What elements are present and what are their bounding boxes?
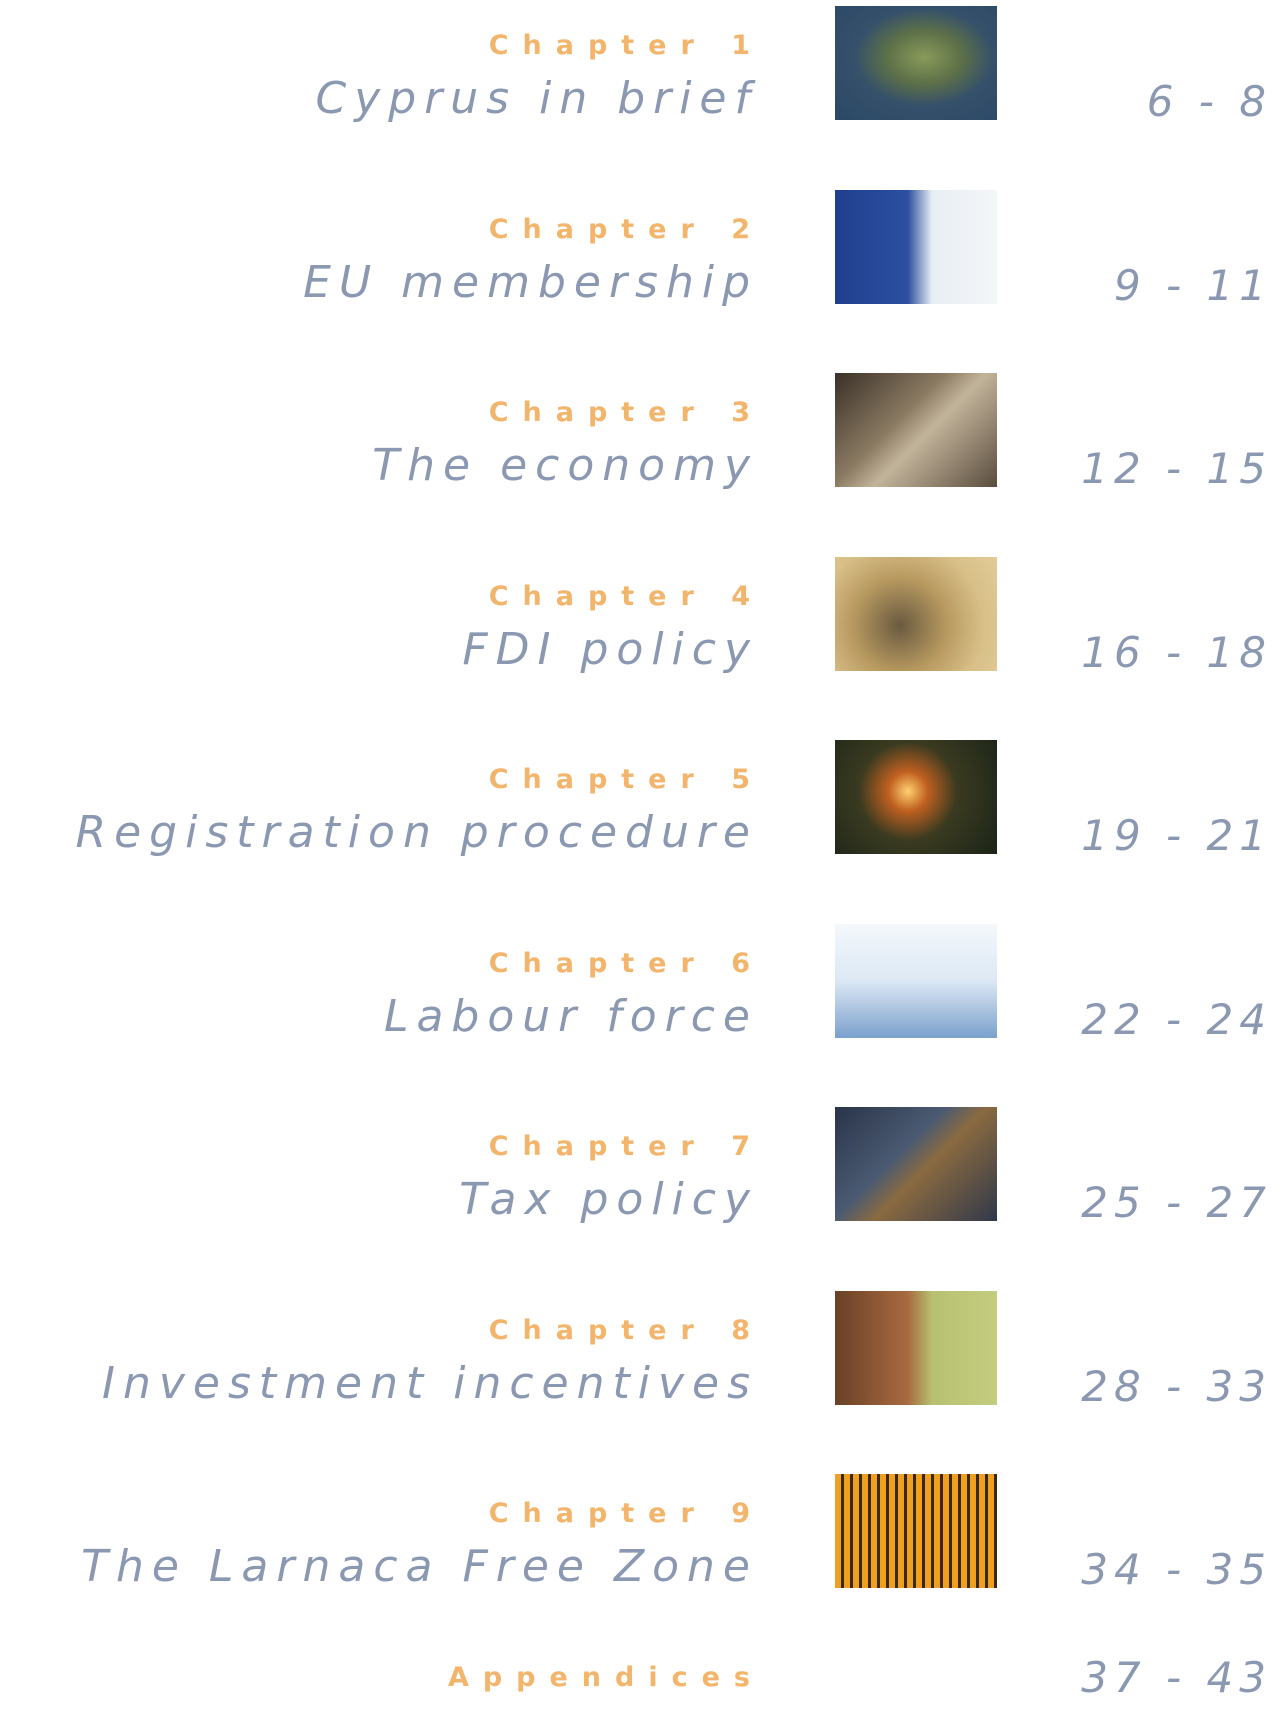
chapter-label: Chapter 4 <box>488 580 764 612</box>
chapter-label: Chapter 8 <box>488 1314 764 1346</box>
chapter-image <box>835 740 997 854</box>
chapter-label: Chapter 3 <box>488 397 764 428</box>
chapter-title: Investment incentives <box>102 1357 758 1409</box>
chapter-title: The Larnaca Free Zone <box>81 1541 758 1592</box>
chapter-title: EU membership <box>303 256 758 308</box>
chapter-label: Chapter 9 <box>488 1498 764 1529</box>
chapter-label: Chapter 1 <box>488 30 764 61</box>
chapter-image <box>835 1474 997 1588</box>
page-range: 34 - 35 <box>1081 1545 1272 1594</box>
chapter-image <box>835 1290 997 1405</box>
chapter-label: Chapter 5 <box>488 764 764 795</box>
page-range: 9 - 11 <box>1113 260 1272 310</box>
chapter-image <box>835 373 997 487</box>
chapter-image <box>835 556 997 671</box>
chapter-image <box>835 1107 997 1221</box>
page-range: 25 - 27 <box>1081 1178 1272 1227</box>
chapter-image <box>835 189 997 304</box>
page-range: 22 - 24 <box>1081 994 1272 1044</box>
chapter-title: The economy <box>372 440 758 491</box>
appendices-label: Appendices <box>447 1662 764 1693</box>
page-range: 28 - 33 <box>1081 1361 1272 1411</box>
chapter-title: FDI policy <box>462 623 758 675</box>
chapter-image <box>835 6 997 120</box>
page-range: 6 - 8 <box>1146 77 1272 126</box>
chapter-label: Chapter 2 <box>488 213 764 245</box>
chapter-title: Tax policy <box>459 1174 758 1225</box>
appendices-pages: 37 - 43 <box>1081 1653 1272 1702</box>
chapter-label: Chapter 6 <box>488 947 764 979</box>
chapter-title: Registration procedure <box>75 807 758 858</box>
chapter-image <box>835 923 997 1038</box>
chapter-label: Chapter 7 <box>488 1131 764 1162</box>
chapter-title: Cyprus in brief <box>315 73 758 124</box>
chapter-title: Labour force <box>383 990 758 1042</box>
page-range: 16 - 18 <box>1081 627 1272 677</box>
page-range: 19 - 21 <box>1081 811 1272 860</box>
page-range: 12 - 15 <box>1081 444 1272 493</box>
